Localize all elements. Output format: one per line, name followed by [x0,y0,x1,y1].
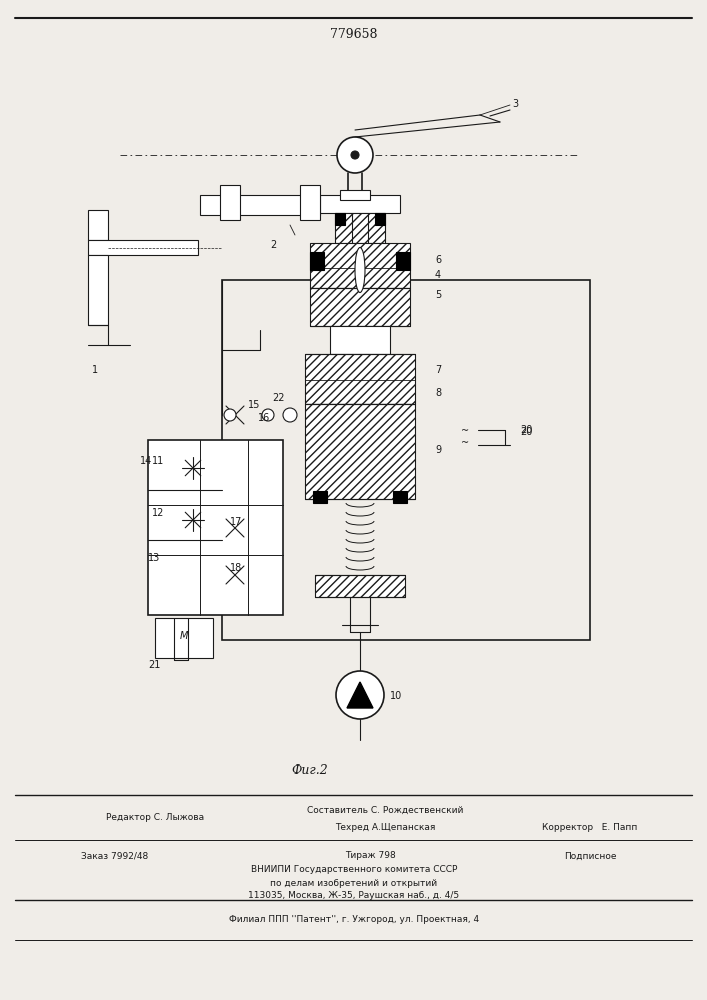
Text: ВНИИПИ Государственного комитета СССР: ВНИИПИ Государственного комитета СССР [251,865,457,874]
Bar [310,243,410,288]
Bar [305,404,415,499]
Bar [220,185,240,220]
Bar [200,195,320,215]
Text: Заказ 7992/48: Заказ 7992/48 [81,852,148,860]
Circle shape [351,151,359,159]
Bar [393,491,407,503]
Text: 2: 2 [270,240,276,250]
Text: 21: 21 [148,660,160,670]
Bar [310,252,324,270]
Circle shape [336,671,384,719]
Text: ~
~: ~ ~ [461,426,469,448]
Circle shape [262,409,274,421]
Text: 20: 20 [520,427,532,437]
Bar [375,213,385,225]
Bar [148,440,283,615]
Bar [335,213,345,225]
Bar [313,491,327,503]
Polygon shape [347,682,373,708]
Text: 779658: 779658 [330,28,378,41]
Bar [300,185,320,220]
Bar [305,354,415,404]
Bar [396,252,410,270]
Circle shape [337,137,373,173]
Text: 8: 8 [435,388,441,398]
Bar [340,190,370,200]
Text: 3: 3 [512,99,518,109]
Bar [88,255,108,325]
Bar [155,618,213,658]
Ellipse shape [355,247,365,292]
Text: Корректор   Е. Папп: Корректор Е. Папп [542,824,638,832]
Text: Составитель С. Рождественский: Составитель С. Рождественский [307,806,463,814]
Text: 12: 12 [152,508,164,518]
Text: Техред А.Щепанская: Техред А.Щепанская [335,824,436,832]
Circle shape [283,408,297,422]
Text: 14: 14 [140,456,152,466]
Text: Фиг.2: Фиг.2 [291,764,328,776]
Bar [335,213,385,243]
Text: Тираж 798: Тираж 798 [344,852,395,860]
Text: 1: 1 [92,365,98,375]
Bar [222,280,590,640]
Text: 113035, Москва, Ж-35, Раушская наб., д. 4/5: 113035, Москва, Ж-35, Раушская наб., д. … [248,892,460,900]
Bar [310,288,410,326]
Text: 5: 5 [435,290,441,300]
Bar [88,210,108,240]
Text: 20: 20 [520,425,532,435]
Text: 10: 10 [390,691,402,701]
Text: 4: 4 [435,270,441,280]
Text: 18: 18 [230,563,243,573]
Text: 22: 22 [272,393,284,403]
Text: по делам изобретений и открытий: по делам изобретений и открытий [271,879,438,888]
Text: 15: 15 [248,400,260,410]
Text: 16: 16 [258,413,270,423]
Bar [330,326,390,354]
Text: Филиал ППП ''Патент'', г. Ужгород, ул. Проектная, 4: Филиал ППП ''Патент'', г. Ужгород, ул. П… [229,916,479,924]
Text: Редактор С. Лыжова: Редактор С. Лыжова [106,814,204,822]
Text: 17: 17 [230,517,243,527]
Circle shape [224,409,236,421]
Text: Подписное: Подписное [563,852,617,860]
Text: 6: 6 [435,255,441,265]
Text: 13: 13 [148,553,160,563]
Text: 7: 7 [435,365,441,375]
Text: 11: 11 [152,456,164,466]
Text: M: M [180,631,188,641]
Text: 9: 9 [435,445,441,455]
Bar [310,195,400,213]
Bar [88,240,198,255]
Bar [315,575,405,597]
